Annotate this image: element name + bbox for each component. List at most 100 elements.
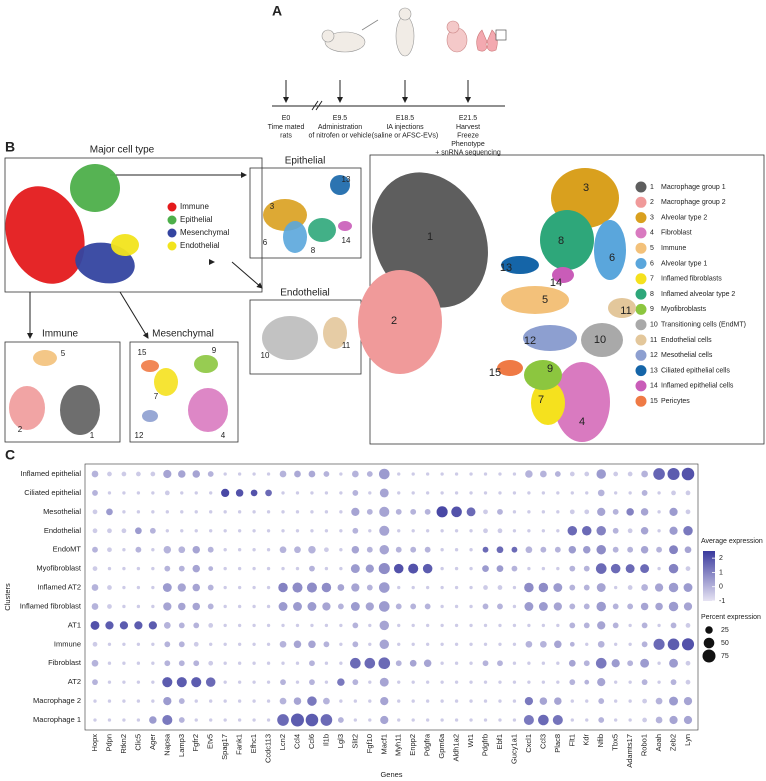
dot [350,657,361,669]
umap-blob [524,360,562,390]
dot [92,641,98,647]
x-tick-label: Ccl6 [307,734,316,749]
dot [294,470,301,478]
dot [670,679,677,686]
dot [136,699,141,703]
legend-swatch [635,365,647,377]
cluster-label: 12 [524,335,536,347]
dot [380,715,389,725]
umap-blob [330,175,350,195]
dot [223,510,227,514]
legend-label: Macrophage group 1 [661,184,726,191]
dot [324,623,329,628]
dot [290,713,304,727]
dot [223,566,227,571]
cluster-label: 12 [135,431,144,440]
dot [352,679,359,686]
y-tick-label: Inflamed epithelial [21,469,82,478]
dot [612,603,619,610]
dot [527,566,531,571]
dot [685,660,691,666]
dot [339,472,343,476]
dot [368,699,372,703]
dot [454,699,459,703]
dot [451,506,462,518]
dot [162,714,173,726]
legend-label: Myofibroblasts [661,306,707,313]
dot [281,661,285,665]
dot [324,491,329,495]
dot [378,468,390,480]
dot [553,602,562,611]
x-tick-label: Gpm6a [437,733,446,758]
dot [568,659,576,667]
dot [366,508,373,515]
legend-label: Mesothelial cells [661,352,713,359]
dot [90,620,100,630]
dot [454,718,459,722]
event-text: of nitrofen or vehicle [308,132,371,139]
dot [585,718,589,722]
dot [107,680,112,684]
dot [641,490,648,496]
dot [527,491,531,495]
legend-id: 4 [650,230,654,237]
dot [422,563,433,574]
legend-id: 5 [650,245,654,252]
dot [552,714,563,726]
dot [208,660,214,666]
dot [177,583,186,592]
dot [685,509,691,515]
dot [627,660,634,667]
dot [425,472,430,476]
dot [208,566,214,571]
dot [339,566,343,571]
immune-umap-box [4,341,121,443]
dot [180,529,184,533]
dot [657,529,661,533]
dot [512,661,517,665]
dot [554,640,562,649]
dot [378,582,390,593]
dot [266,642,271,646]
dot [165,510,169,514]
dot [281,491,285,495]
dot [612,508,619,515]
dot [250,489,258,497]
dot [91,584,99,591]
size-key [703,637,715,649]
dot [641,679,648,686]
dot [107,547,112,553]
dot [150,471,156,477]
dot [425,585,430,590]
umap-title: Endothelial [280,288,329,299]
dot [671,490,676,496]
dot [569,565,576,572]
dot [151,699,155,703]
size-tick-label: 25 [721,627,729,634]
dot [322,602,331,611]
dot [525,640,533,648]
dot [237,680,242,684]
dot [148,621,157,630]
dot [483,472,488,476]
dot [541,566,546,571]
dot [628,699,632,703]
dot [539,697,548,705]
dot [265,489,272,497]
legend-id: 2 [650,199,654,206]
dot [669,526,678,535]
dot [397,699,401,703]
dot [379,620,390,631]
dot [425,623,430,628]
dot [641,584,648,591]
dot [122,566,126,571]
dot [368,491,372,495]
dot [280,679,286,686]
dot [163,469,172,479]
dot [397,642,401,646]
dot [237,718,242,722]
dot [279,470,287,478]
dot [107,718,112,722]
dot [163,545,172,554]
